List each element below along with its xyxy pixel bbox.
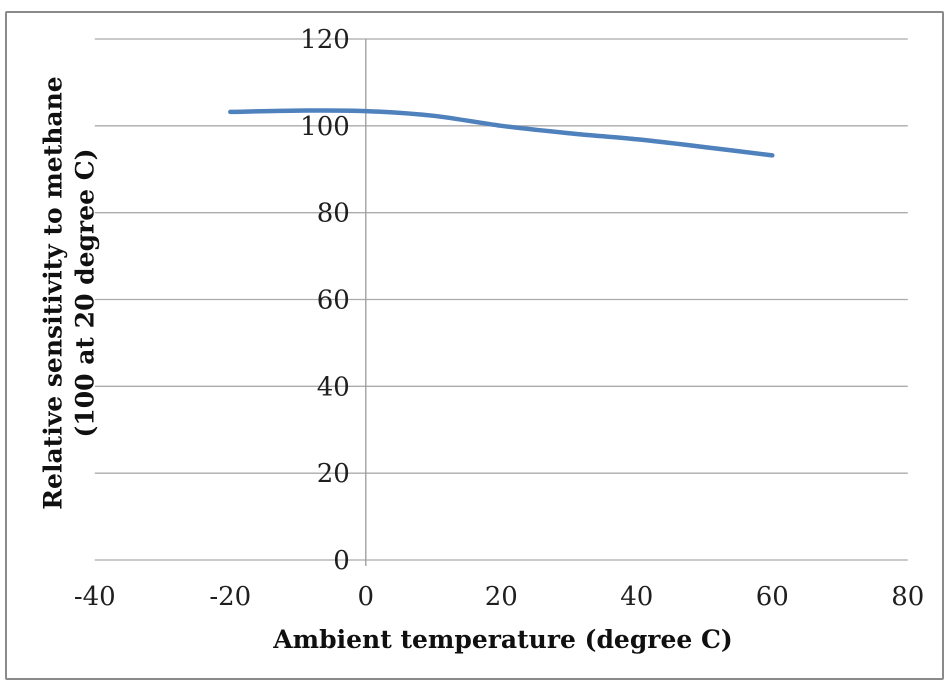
series-line-0 <box>228 108 775 158</box>
y-axis-title-line1: Relative sensitivity to methane <box>39 76 68 510</box>
x-tick-label--40: -40 <box>74 582 116 612</box>
y-tick-label-40: 40 <box>317 372 350 402</box>
y-tick-label-20: 20 <box>317 459 350 489</box>
y-tick-label-120: 120 <box>300 25 350 55</box>
x-tick-label-0: 0 <box>358 582 375 612</box>
x-tick-label--20: -20 <box>209 582 251 612</box>
y-tick-label-100: 100 <box>300 112 350 142</box>
y-tick-label-80: 80 <box>317 199 350 229</box>
y-axis-title-line2: (100 at 20 degree C) <box>71 148 100 438</box>
x-tick-label-60: 60 <box>756 582 789 612</box>
x-tick-label-40: 40 <box>620 582 653 612</box>
x-tick-label-20: 20 <box>485 582 518 612</box>
x-axis-title: Ambient temperature (degree C) <box>273 625 733 654</box>
y-axis-title: Relative sensitivity to methane (100 at … <box>38 76 102 509</box>
x-tick-label-80: 80 <box>891 582 924 612</box>
y-tick-label-60: 60 <box>317 286 350 316</box>
y-tick-label-0: 0 <box>333 546 350 576</box>
